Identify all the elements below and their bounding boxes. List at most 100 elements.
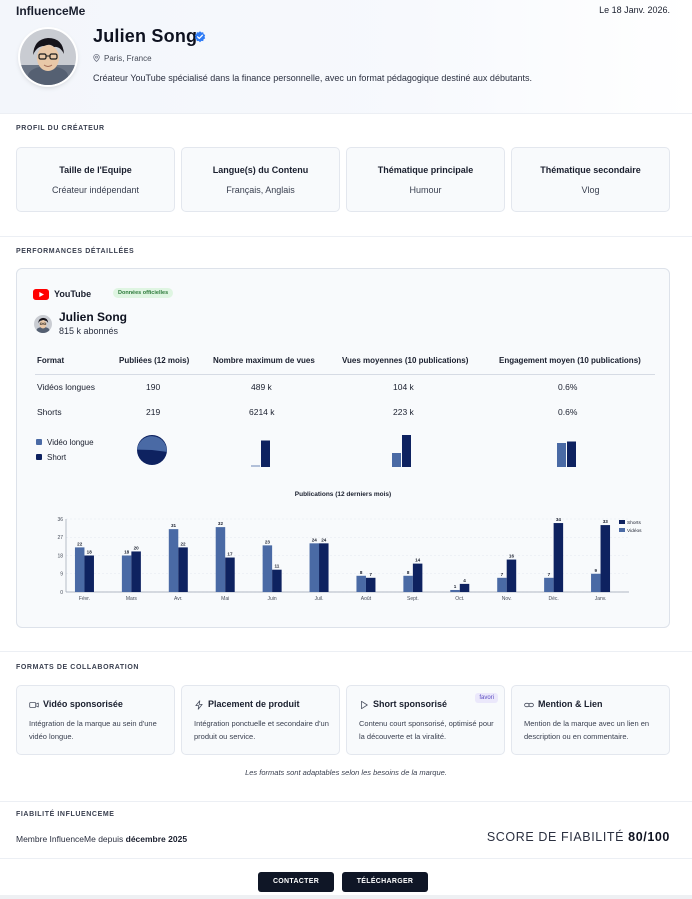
table-header-format: Format <box>37 356 65 365</box>
bar-videos <box>309 543 320 592</box>
mini-bar-short <box>567 441 576 467</box>
x-tick-label: Août <box>361 596 372 602</box>
data-label: 7 <box>501 572 504 577</box>
play-icon <box>361 700 368 710</box>
publications-bar-chart: 091827362218Févr.1820Mars3122Avr.3217Mai… <box>57 517 642 602</box>
profile-card-label: Thématique secondaire <box>540 165 641 175</box>
collab-card-title: Vidéo sponsorisée <box>43 699 123 709</box>
data-label: 17 <box>227 552 233 557</box>
table-cell-engagement: 0.6% <box>558 407 578 417</box>
contact-button[interactable]: CONTACTER <box>258 872 334 892</box>
data-label: 4 <box>463 578 466 583</box>
reliability-score: SCORE DE FIABILITÉ 80/100 <box>487 830 670 844</box>
bar-videos <box>262 545 273 592</box>
creator-bio: Créateur YouTube spécialisé dans la fina… <box>93 73 532 83</box>
bar-shorts <box>84 555 94 592</box>
score-value: 80/100 <box>628 830 670 844</box>
official-data-badge: Données officielles <box>113 288 174 298</box>
favorite-badge: favori <box>475 693 498 703</box>
section-title-performance: PERFORMANCES DÉTAILLÉES <box>16 248 135 255</box>
data-label: 11 <box>274 564 279 569</box>
bar-videos <box>215 527 226 592</box>
table-cell-max-views: 489 k <box>251 382 272 392</box>
score-label: SCORE DE FIABILITÉ <box>486 830 629 844</box>
table-header-engagement: Engagement moyen (10 publications) <box>499 356 641 365</box>
data-label: 34 <box>556 517 562 522</box>
bar-shorts <box>319 543 329 592</box>
x-tick-label: Juil. <box>315 596 324 602</box>
collab-card-mention-link[interactable]: Mention & Lien Mention de la marque avec… <box>511 685 670 755</box>
brand-logo[interactable]: InfluenceMe <box>16 4 86 18</box>
download-button[interactable]: TÉLÉCHARGER <box>342 872 428 892</box>
collab-note: Les formats sont adaptables selon les be… <box>245 768 447 777</box>
x-tick-label: Mai <box>221 596 229 602</box>
data-label: 23 <box>265 539 271 544</box>
legend-label: Vidéos <box>627 528 642 534</box>
y-tick-label: 27 <box>57 535 63 541</box>
bar-videos <box>121 555 132 592</box>
collab-card-title: Short sponsorisé <box>373 699 448 709</box>
data-label: 7 <box>548 572 551 577</box>
x-tick-label: Janv. <box>595 596 607 602</box>
legend-long-video: Vidéo longue <box>36 438 94 447</box>
mini-bar-short <box>261 440 270 467</box>
table-header-max-views: Nombre maximum de vues <box>213 356 315 365</box>
creator-name: Julien Song <box>93 26 198 46</box>
collab-card-title: Mention & Lien <box>538 699 603 709</box>
profile-card-label: Taille de l'Equipe <box>59 165 132 175</box>
divider <box>0 651 692 652</box>
collab-card-sponsored-short[interactable]: Short sponsorisé favori Contenu court sp… <box>346 685 505 755</box>
bar-shorts <box>553 523 564 592</box>
profile-card-label: Langue(s) du Contenu <box>212 165 309 175</box>
bar-videos <box>356 575 366 592</box>
horizontal-scrollbar[interactable] <box>0 895 692 899</box>
youtube-icon <box>33 289 49 300</box>
location-pin-icon <box>93 54 100 63</box>
member-prefix: Membre InfluenceMe depuis <box>16 834 126 844</box>
y-tick-label: 0 <box>60 590 63 596</box>
table-cell-published: 219 <box>146 407 161 417</box>
bar-shorts <box>412 563 423 592</box>
table-header-published: Publiées (12 mois) <box>119 356 190 365</box>
channel-name: Julien Song <box>59 310 128 324</box>
location: Paris, France <box>93 54 152 63</box>
table-cell-engagement: 0.6% <box>558 382 578 392</box>
bolt-icon <box>195 700 203 710</box>
data-label: 22 <box>77 541 83 546</box>
table-cell-avg-views: 104 k <box>393 382 414 392</box>
section-title-profile: PROFIL DU CRÉATEUR <box>16 125 105 132</box>
y-tick-label: 18 <box>57 553 63 559</box>
profile-card-language: Langue(s) du Contenu Français, Anglais <box>181 147 340 212</box>
data-label: 16 <box>509 554 515 559</box>
collab-card-sponsored-video[interactable]: Vidéo sponsorisée Intégration de la marq… <box>16 685 175 755</box>
table-cell-format: Vidéos longues <box>37 382 95 392</box>
x-tick-label: Juin <box>268 596 277 602</box>
profile-card-value: Français, Anglais <box>226 185 295 195</box>
bar-videos <box>74 547 85 592</box>
member-date: décembre 2025 <box>125 834 188 844</box>
collab-card-product-placement[interactable]: Placement de produit Intégration ponctue… <box>181 685 340 755</box>
x-tick-label: Févr. <box>79 596 90 602</box>
bar-shorts <box>131 551 141 592</box>
data-label: 22 <box>180 541 186 546</box>
x-tick-label: Nov. <box>502 596 512 602</box>
divider <box>0 113 692 114</box>
pie-slice-long <box>137 436 167 452</box>
collab-card-desc: Contenu court sponsorisé, optimisé pour … <box>359 719 494 741</box>
x-tick-label: Sept. <box>407 596 419 602</box>
published-pie-chart <box>137 435 167 465</box>
link-icon <box>524 702 534 708</box>
mini-bar-long <box>392 453 401 467</box>
collab-card-title: Placement de produit <box>208 699 300 709</box>
verified-badge-icon <box>194 31 206 43</box>
profile-card-main-theme: Thématique principale Humour <box>346 147 505 212</box>
data-label: 1 <box>454 584 457 589</box>
platform-name: YouTube <box>54 289 92 299</box>
legend-label: Vidéo longue <box>47 438 94 447</box>
avatar <box>20 29 76 85</box>
table-cell-max-views: 6214 k <box>249 407 275 417</box>
y-tick-label: 9 <box>60 572 63 578</box>
profile-card-value: Créateur indépendant <box>51 185 140 195</box>
mini-bar-short <box>402 435 411 467</box>
mini-bar-long <box>557 443 566 467</box>
